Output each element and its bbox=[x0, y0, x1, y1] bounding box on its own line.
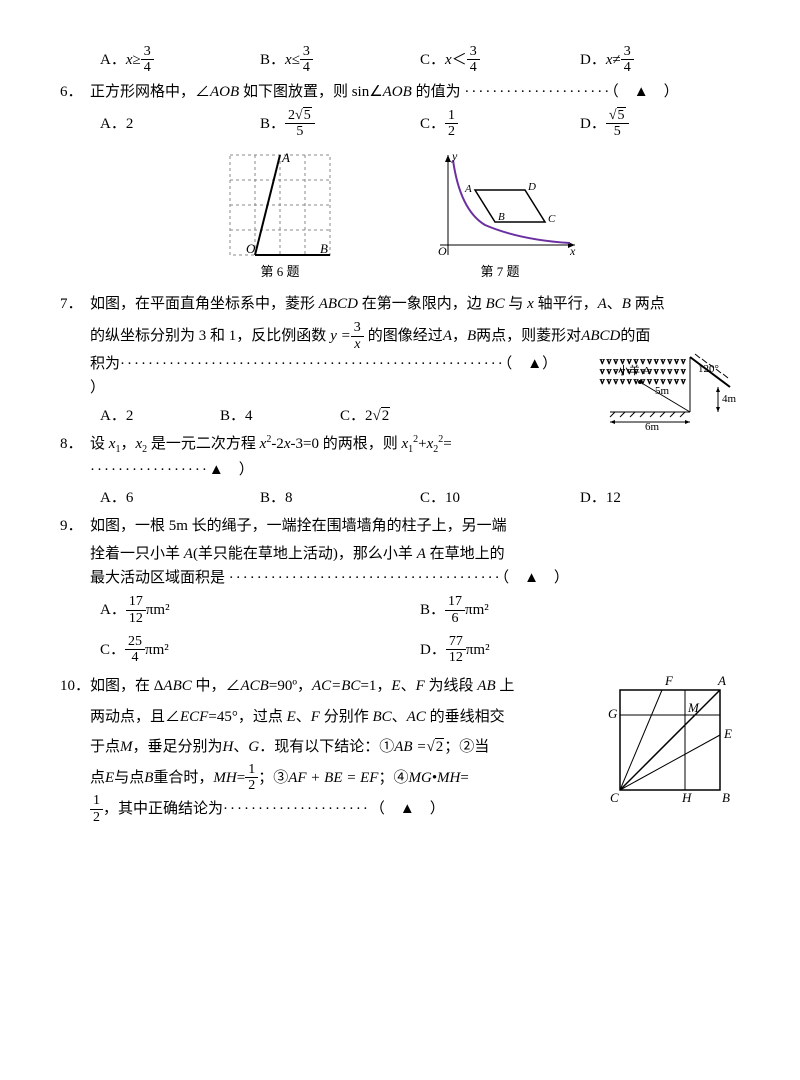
svg-text:D: D bbox=[527, 181, 536, 193]
fig10: A F G M E C H B bbox=[600, 670, 740, 810]
q7-options: A．2 B．4 C．22 bbox=[100, 404, 580, 428]
fig9-svg: v v v v v v v v v v v v v v v v v v v v … bbox=[590, 352, 740, 452]
fig7-caption: 第 7 题 bbox=[420, 262, 580, 283]
frac: 34 bbox=[300, 44, 313, 76]
fig6: A O B 第 6 题 bbox=[220, 150, 340, 283]
svg-text:E: E bbox=[723, 726, 732, 741]
q5-opt-d: D． x ≠ 34 bbox=[580, 44, 740, 76]
q5-options: A． x ≥ 34 B． x ≤ 34 C． x ＜ 34 D． x ≠ 34 bbox=[100, 44, 740, 76]
q5-opt-a: A． x ≥ 34 bbox=[100, 44, 260, 76]
svg-text:C: C bbox=[548, 213, 556, 225]
svg-text:v v v v v v v v v v v v v: v v v v v v v v v v v v v bbox=[600, 376, 686, 386]
fig9: v v v v v v v v v v v v v v v v v v v v … bbox=[590, 352, 740, 452]
q6-body: 正方形网格中，∠AOB 如下图放置，则 sin∠AOB 的值为 ········… bbox=[90, 80, 740, 104]
q7: 7． 如图，在平面直角坐标系中，菱形 ABCD 在第一象限内，边 BC 与 x … bbox=[60, 292, 740, 316]
q6-opt-d: D．55 bbox=[580, 108, 740, 140]
fig6-caption: 第 6 题 bbox=[220, 262, 340, 283]
frac: 34 bbox=[141, 44, 154, 76]
q6-opt-b: B．255 bbox=[260, 108, 420, 140]
var: x bbox=[285, 48, 292, 72]
q9-options: A．1712πm² B．176πm² C．254πm² D．7712πm² bbox=[100, 590, 740, 670]
q5-opt-b: B． x ≤ 34 bbox=[260, 44, 420, 76]
svg-text:M: M bbox=[687, 700, 700, 715]
rel: ≠ bbox=[613, 48, 621, 72]
opt-label: A． bbox=[100, 48, 126, 72]
fig7: y x O A D B C 第 7 题 bbox=[420, 150, 580, 283]
svg-text:O: O bbox=[246, 241, 256, 256]
svg-text:x: x bbox=[569, 244, 576, 258]
q9: 9． 如图，一根 5m 长的绳子，一端拴在围墙墙角的柱子上，另一端 bbox=[60, 514, 740, 538]
opt-label: C． bbox=[420, 48, 445, 72]
svg-text:小羊 A: 小羊 A bbox=[618, 363, 651, 377]
var: x bbox=[606, 48, 613, 72]
fig6-svg: A O B bbox=[220, 150, 340, 260]
q6-opt-a: A．2 bbox=[100, 108, 260, 140]
svg-text:B: B bbox=[320, 241, 328, 256]
svg-text:F: F bbox=[664, 673, 674, 688]
frac: 34 bbox=[467, 44, 480, 76]
var: x bbox=[445, 48, 452, 72]
svg-text:C: C bbox=[610, 790, 619, 805]
svg-text:O: O bbox=[438, 244, 447, 258]
q8: 8． 设 x1，x2 是一元二次方程 x2-2x-3=0 的两根，则 x12+x… bbox=[60, 432, 580, 482]
q6-opt-c: C．12 bbox=[420, 108, 580, 140]
svg-text:A: A bbox=[281, 150, 290, 165]
svg-text:B: B bbox=[722, 790, 730, 805]
svg-text:6m: 6m bbox=[645, 421, 660, 433]
rel: ≤ bbox=[292, 48, 300, 72]
svg-text:A: A bbox=[464, 183, 472, 195]
rel: ＜ bbox=[452, 48, 467, 72]
rel: ≥ bbox=[133, 48, 141, 72]
frac: 34 bbox=[621, 44, 634, 76]
svg-text:A: A bbox=[717, 673, 726, 688]
q7-l2: 的纵坐标分别为 3 和 1，反比例函数 y =3x 的图像经过 A，B 两点，则… bbox=[90, 320, 740, 352]
svg-text:4m: 4m bbox=[722, 393, 737, 405]
svg-text:120°: 120° bbox=[698, 363, 719, 375]
figs-6-7: A O B 第 6 题 y x O A D B C 第 7 题 bbox=[60, 150, 740, 283]
opt-label: B． bbox=[260, 48, 285, 72]
svg-text:B: B bbox=[498, 211, 505, 223]
fig7-svg: y x O A D B C bbox=[420, 150, 580, 260]
q6: 6． 正方形网格中，∠AOB 如下图放置，则 sin∠AOB 的值为 ·····… bbox=[60, 80, 740, 104]
svg-text:G: G bbox=[608, 706, 618, 721]
var: x bbox=[126, 48, 133, 72]
svg-text:5m: 5m bbox=[655, 385, 670, 397]
q6-options: A．2 B．255 C．12 D．55 bbox=[100, 108, 740, 140]
q10: 10． 如图，在 ΔABC 中，∠ACB=90º，AC=BC=1，E、F 为线段… bbox=[60, 674, 590, 698]
q6-num: 6． bbox=[60, 80, 90, 104]
fig10-svg: A F G M E C H B bbox=[600, 670, 740, 810]
svg-text:H: H bbox=[681, 790, 692, 805]
opt-label: D． bbox=[580, 48, 606, 72]
q8-options: A．6 B．8 C．10 D．12 bbox=[100, 486, 740, 510]
svg-text:y: y bbox=[451, 150, 458, 163]
q5-opt-c: C． x ＜ 34 bbox=[420, 44, 580, 76]
